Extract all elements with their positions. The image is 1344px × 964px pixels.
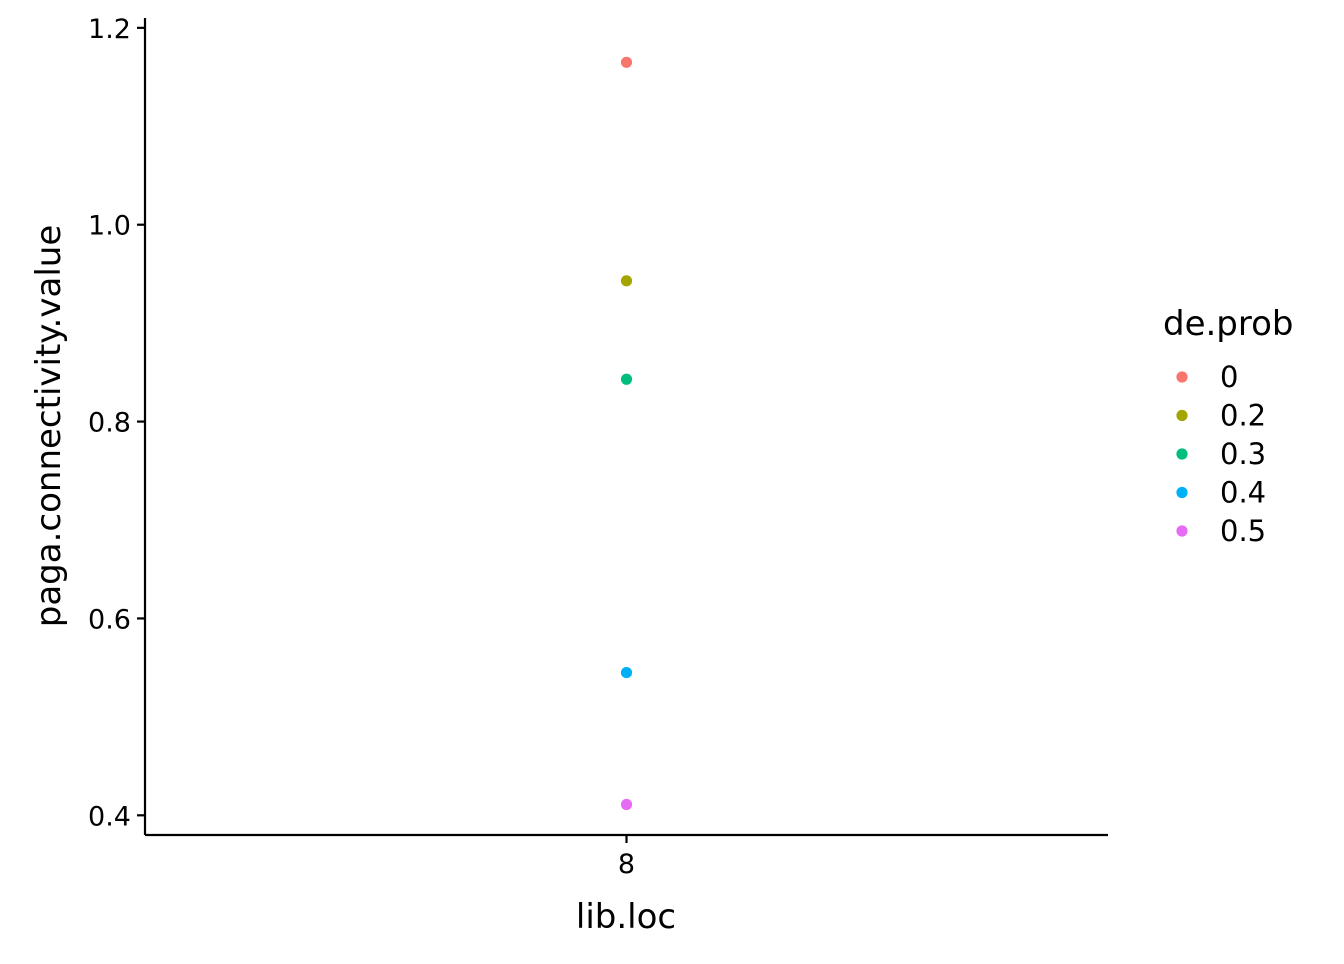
legend-label: 0.4 (1220, 476, 1266, 510)
legend-key (1176, 486, 1188, 499)
legend: de.prob 0 0.2 0.3 0.4 0.5 (1163, 304, 1294, 548)
data-point (620, 666, 633, 679)
legend-label: 0 (1220, 360, 1238, 394)
y-tick-label: 1.2 (88, 14, 131, 45)
legend-key (1176, 409, 1188, 422)
axes (143, 18, 1108, 837)
legend-title: de.prob (1163, 304, 1294, 344)
ticks: 0.4 0.6 0.8 1.0 1.2 8 (88, 14, 635, 880)
data-point (620, 798, 633, 811)
legend-label: 0.2 (1220, 399, 1266, 433)
legend-key (1176, 371, 1188, 383)
x-tick-label: 8 (618, 849, 635, 880)
plot-area (620, 56, 633, 811)
x-axis-title: lib.loc (576, 897, 676, 937)
y-tick-label: 1.0 (88, 211, 131, 242)
legend-key (1176, 448, 1188, 460)
y-tick-label: 0.4 (88, 801, 131, 832)
legend-label: 0.5 (1220, 514, 1266, 548)
legend-label: 0.3 (1220, 437, 1266, 471)
y-tick-label: 0.8 (88, 408, 131, 439)
legend-key (1176, 525, 1188, 537)
y-tick-label: 0.6 (88, 604, 131, 635)
data-point (620, 275, 633, 287)
data-point (620, 56, 633, 68)
data-point (620, 373, 633, 385)
y-axis-title: paga.connectivity.value (29, 225, 69, 627)
